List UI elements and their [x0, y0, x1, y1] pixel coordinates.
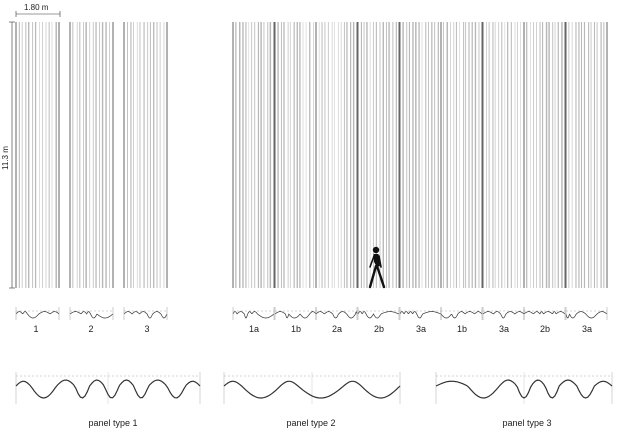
panel-label-2: 2 — [88, 324, 93, 334]
elevation-panel-11 — [523, 22, 566, 288]
section-profile-2 — [69, 311, 114, 319]
panel-label-1b-second: 1b — [457, 324, 467, 334]
panel-label-2a: 2a — [332, 324, 342, 334]
elevation-panel-9 — [440, 22, 483, 288]
section-profile-8 — [399, 311, 442, 319]
elevation-panel-4 — [232, 22, 275, 288]
elevation-panel-1 — [15, 22, 60, 288]
elevation-panel-2 — [69, 22, 114, 288]
panel-type-3-profile — [435, 379, 613, 399]
elevation-panel-3 — [123, 22, 168, 288]
panel-type-1-label: panel type 1 — [88, 418, 137, 428]
elevation-panel-7 — [357, 22, 400, 288]
panel-label-1a: 1a — [249, 324, 259, 334]
panel-label-3a-third: 3a — [582, 324, 592, 334]
width-dimension-label: 1.80 m — [24, 3, 49, 12]
panel-label-2b: 2b — [374, 324, 384, 334]
panel-type-1-profile — [15, 379, 201, 399]
panel-type-2-profile — [223, 380, 401, 399]
width-dimension: 1.80 m — [15, 3, 61, 17]
elevation-panel-5 — [274, 22, 317, 288]
elevation-panel-6 — [315, 22, 358, 288]
person-silhouette — [368, 246, 386, 289]
section-profile-10 — [482, 311, 525, 319]
section-profile-7 — [357, 311, 400, 319]
section-profile-5 — [274, 311, 317, 319]
panel-label-3a-second: 3a — [499, 324, 509, 334]
panel-label-3: 3 — [144, 324, 149, 334]
panel-label-2b-second: 2b — [540, 324, 550, 334]
height-dimension-label: 11.3 m — [1, 146, 10, 170]
panel-label-1: 1 — [33, 324, 38, 334]
section-profile-4 — [232, 311, 275, 319]
height-dimension: 11.3 m — [1, 21, 15, 289]
right-panel-group — [232, 22, 608, 288]
section-profile-9 — [440, 311, 483, 319]
section-profile-1 — [15, 311, 60, 319]
left-panel-group — [15, 22, 168, 288]
panel-type-2-label: panel type 2 — [286, 418, 335, 428]
elevation-panel-8 — [399, 22, 442, 288]
panel-section-profiles — [15, 307, 608, 320]
elevation-panel-12 — [565, 22, 608, 288]
section-profile-6 — [315, 311, 358, 319]
section-profile-3 — [123, 311, 168, 319]
section-profile-11 — [523, 311, 566, 315]
panel-type-3-label: panel type 3 — [502, 418, 551, 428]
panel-label-1b: 1b — [291, 324, 301, 334]
panel-label-3a: 3a — [416, 324, 426, 334]
elevation-panel-10 — [482, 22, 525, 288]
section-profile-12 — [565, 311, 608, 319]
panel-type-profiles — [15, 372, 613, 404]
